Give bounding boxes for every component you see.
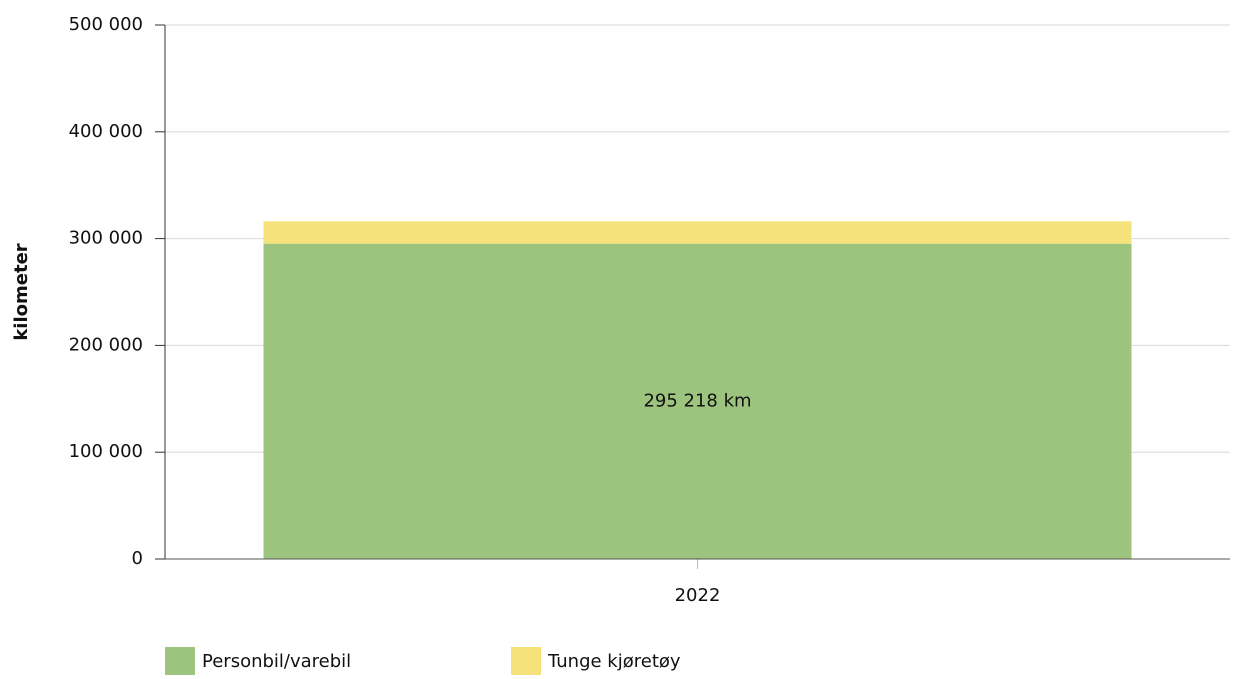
- y-tick-label: 0: [132, 548, 143, 569]
- y-tick-label: 200 000: [69, 334, 143, 355]
- legend-label: Tunge kjøretøy: [547, 651, 681, 672]
- y-axis-label: kilometer: [11, 243, 32, 340]
- legend-swatch: [165, 647, 195, 675]
- bar-segment: [263, 221, 1132, 244]
- y-tick-label: 400 000: [69, 121, 143, 142]
- legend-swatch: [511, 647, 541, 675]
- y-tick-label: 500 000: [69, 14, 143, 35]
- data-label: 295 218 km: [643, 390, 751, 411]
- x-tick-label: 2022: [675, 585, 721, 606]
- bar-segment: [263, 243, 1132, 560]
- y-tick-label: 300 000: [69, 228, 143, 249]
- legend-label: Personbil/varebil: [202, 651, 351, 672]
- y-tick-label: 100 000: [69, 441, 143, 462]
